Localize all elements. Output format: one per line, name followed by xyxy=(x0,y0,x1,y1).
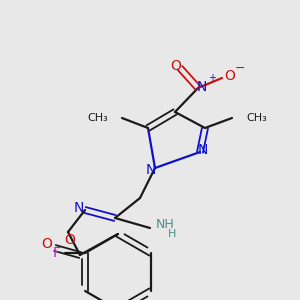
Text: CH₃: CH₃ xyxy=(87,113,108,123)
Text: N: N xyxy=(74,201,84,215)
Text: −: − xyxy=(235,61,245,74)
Text: N: N xyxy=(197,80,207,94)
Text: CH₃: CH₃ xyxy=(246,113,267,123)
Text: H: H xyxy=(168,229,176,239)
Text: N: N xyxy=(146,163,156,177)
Text: +: + xyxy=(208,73,216,83)
Text: O: O xyxy=(64,233,75,247)
Text: O: O xyxy=(225,69,236,83)
Text: NH: NH xyxy=(156,218,175,232)
Text: F: F xyxy=(53,246,61,260)
Text: O: O xyxy=(171,59,182,73)
Text: N: N xyxy=(198,143,208,157)
Text: O: O xyxy=(42,237,52,251)
